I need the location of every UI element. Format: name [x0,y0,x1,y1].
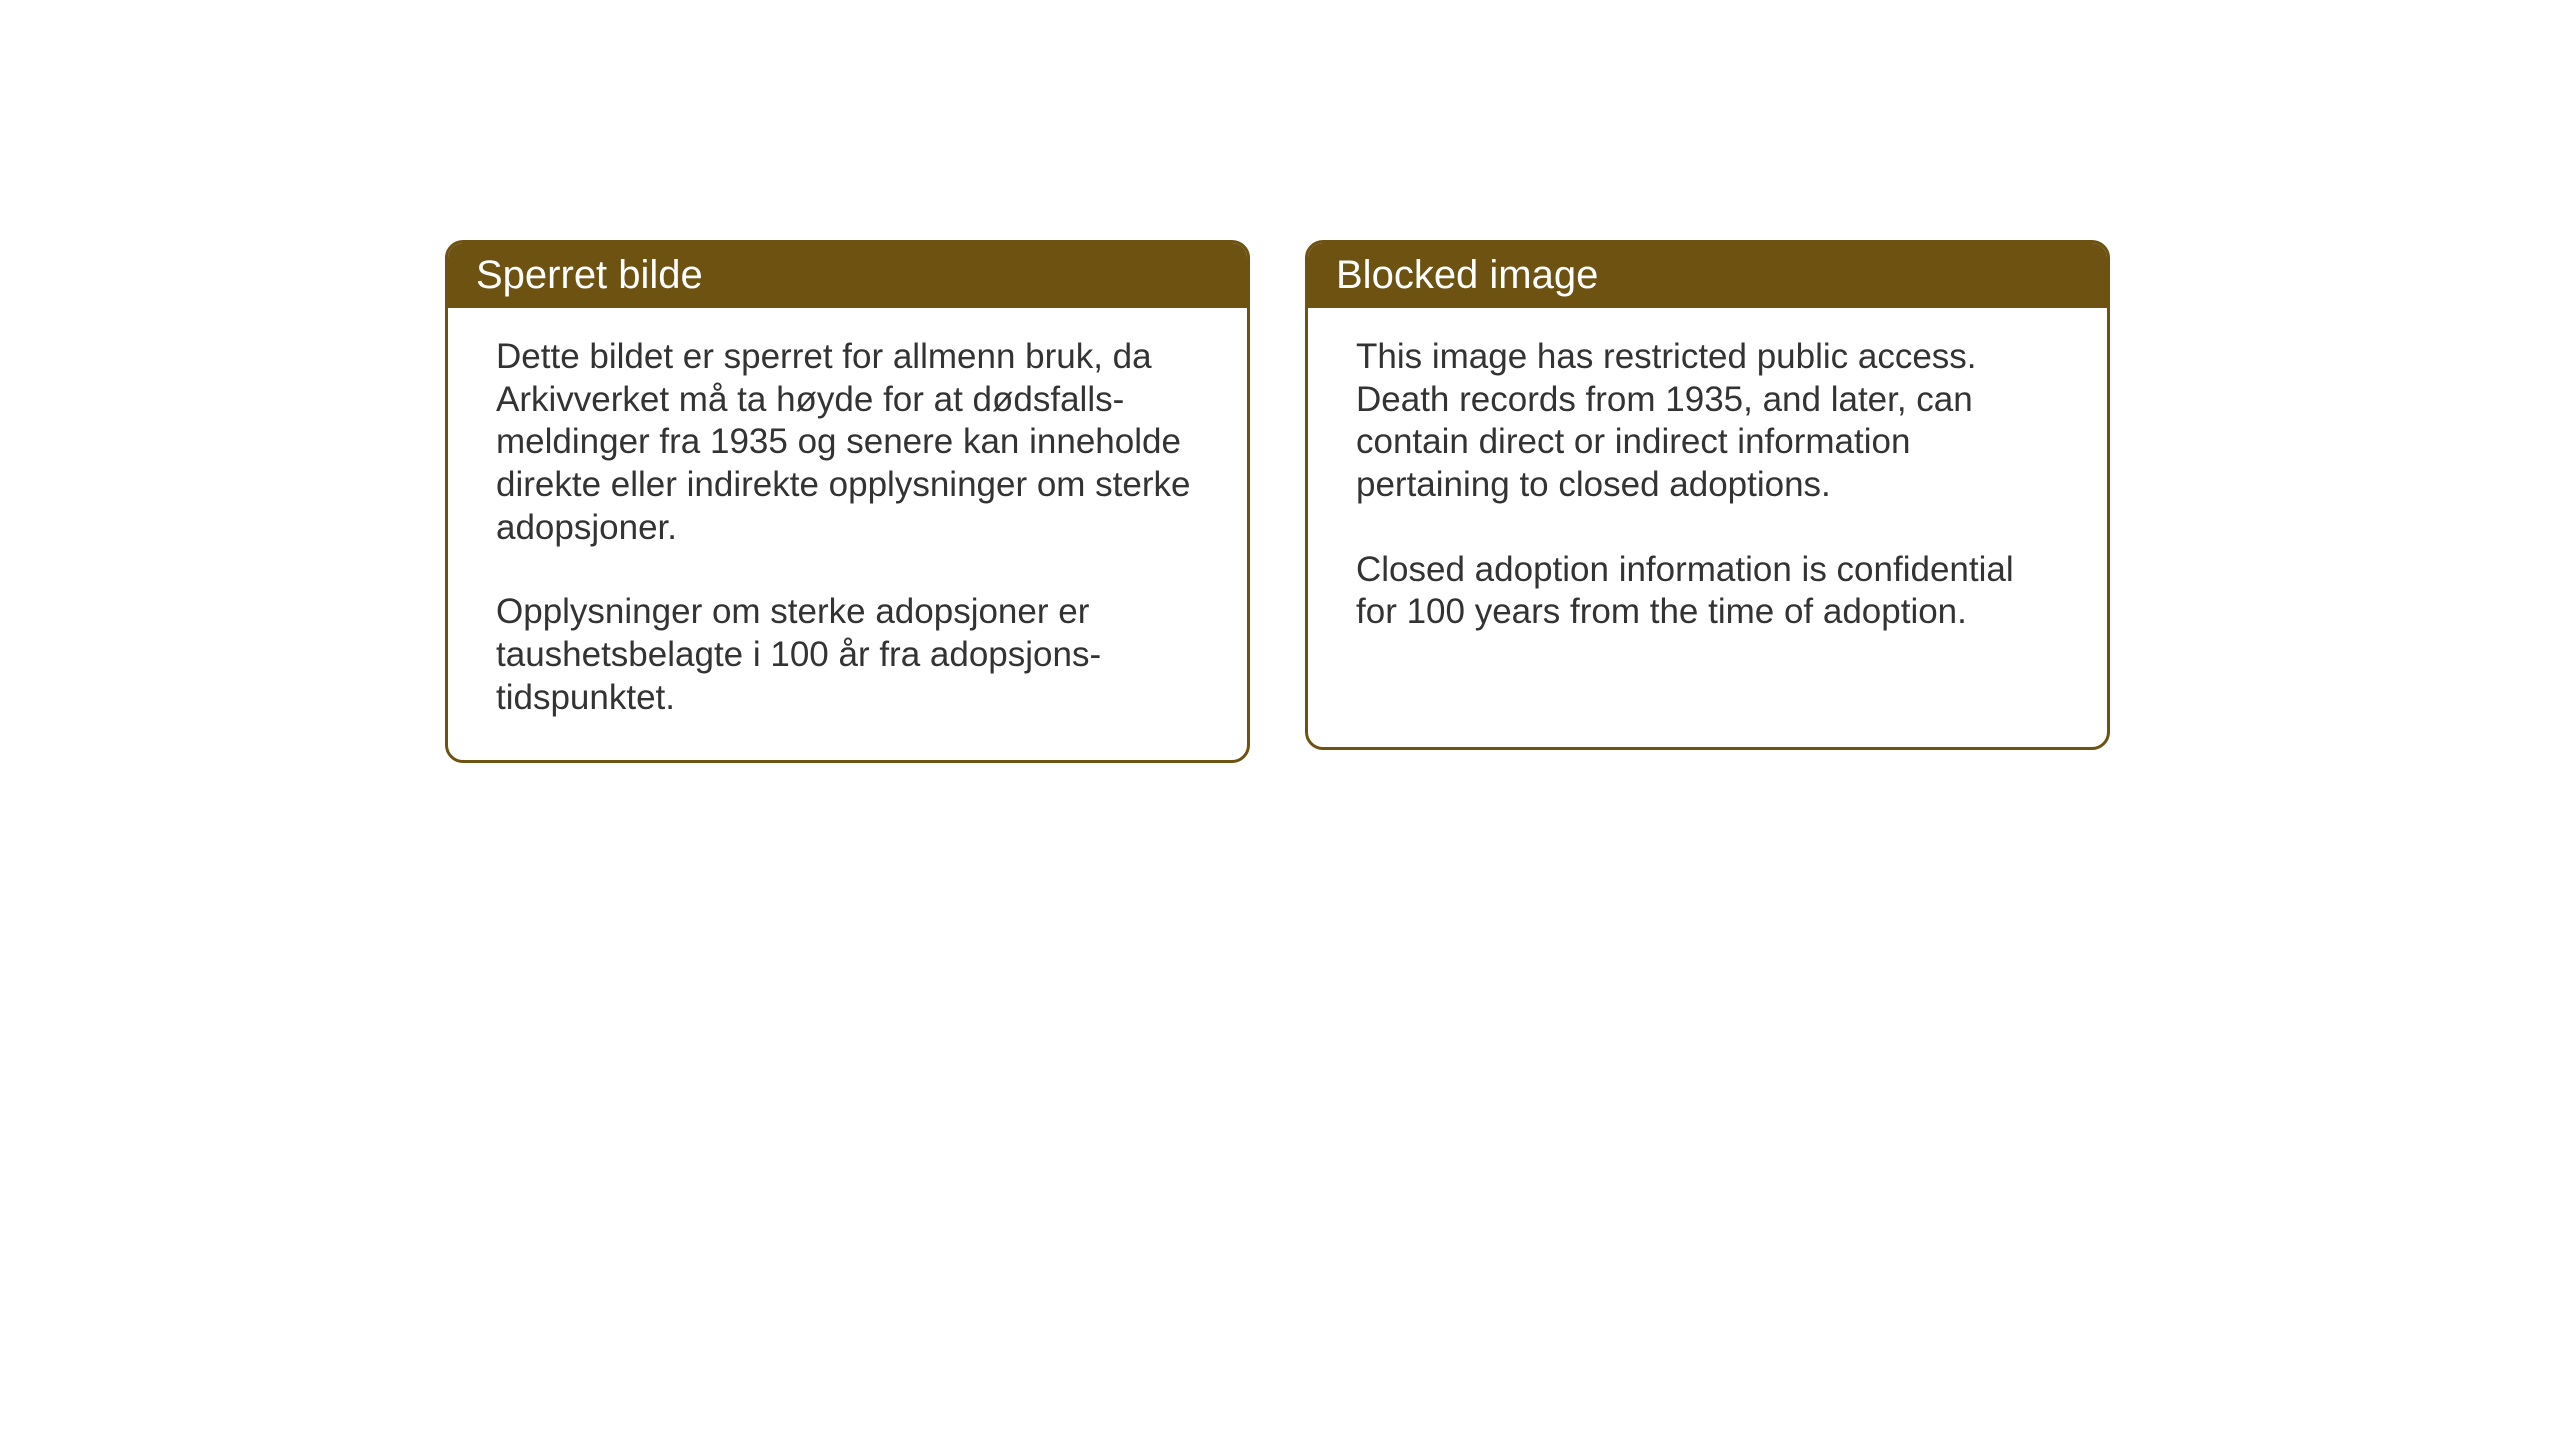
card-body-english: This image has restricted public access.… [1308,308,2107,674]
card-header-norwegian: Sperret bilde [448,243,1247,308]
card-title-english: Blocked image [1336,253,1598,297]
card-norwegian: Sperret bilde Dette bildet er sperret fo… [445,240,1250,763]
card-body-norwegian: Dette bildet er sperret for allmenn bruk… [448,308,1247,760]
card-title-norwegian: Sperret bilde [476,253,703,297]
card-paragraph-1-english: This image has restricted public access.… [1356,336,2059,507]
cards-container: Sperret bilde Dette bildet er sperret fo… [445,240,2110,763]
card-header-english: Blocked image [1308,243,2107,308]
card-paragraph-2-english: Closed adoption information is confident… [1356,549,2059,634]
card-paragraph-2-norwegian: Opplysninger om sterke adopsjoner er tau… [496,591,1199,719]
card-paragraph-1-norwegian: Dette bildet er sperret for allmenn bruk… [496,336,1199,549]
card-english: Blocked image This image has restricted … [1305,240,2110,750]
